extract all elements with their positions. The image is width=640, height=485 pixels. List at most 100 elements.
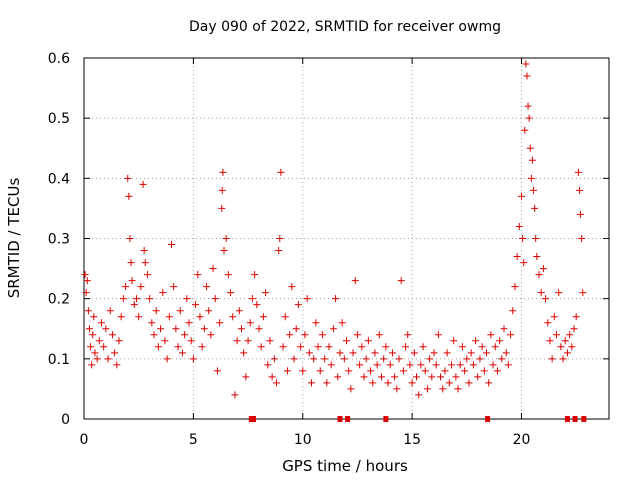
data-point [557, 343, 565, 351]
data-point [426, 355, 434, 363]
data-point [305, 349, 313, 357]
data-point [141, 259, 149, 267]
data-point [229, 313, 237, 321]
data-point [527, 174, 535, 182]
data-point [448, 361, 455, 369]
data-point [572, 313, 580, 321]
data-point [500, 325, 508, 333]
data-point [161, 337, 169, 345]
data-point [347, 385, 355, 393]
data-point [292, 325, 300, 333]
data-point [174, 343, 182, 351]
data-point [170, 283, 178, 291]
data-point [165, 313, 173, 321]
data-point [515, 222, 523, 230]
data-point [397, 277, 405, 285]
data-point [404, 331, 412, 339]
data-point [467, 349, 475, 357]
data-point [535, 271, 543, 279]
data-point [122, 283, 130, 291]
data-point [373, 361, 381, 369]
data-point [362, 355, 370, 363]
data-point [413, 373, 420, 381]
data-point [578, 235, 586, 242]
data-point [316, 367, 324, 375]
x-tick-label-layer: 0 5 10 15 20 [80, 432, 531, 448]
data-point [343, 337, 350, 345]
data-point [181, 331, 189, 339]
data-point [358, 343, 366, 351]
data-point [555, 289, 563, 297]
data-point [189, 355, 197, 363]
data-point [332, 295, 340, 303]
data-point [521, 126, 529, 134]
y-tick-label: 0.4 [48, 171, 70, 187]
data-point [87, 343, 95, 351]
data-point [526, 144, 534, 152]
data-point [568, 343, 576, 351]
data-point [351, 277, 359, 285]
data-point [456, 361, 464, 369]
x-tick-label: 20 [513, 432, 531, 448]
data-point [224, 271, 232, 279]
chart-title: Day 090 of 2022, SRMTID for receiver owm… [189, 19, 501, 35]
data-point [546, 337, 554, 345]
data-point [310, 355, 318, 363]
data-point [386, 361, 394, 369]
data-point [480, 367, 488, 375]
data-point [257, 343, 265, 351]
data-point [88, 361, 96, 369]
y-axis-label: SRMTID / TECUs [5, 178, 23, 299]
data-point [532, 235, 540, 242]
y-tick-label-layer: 0 0.1 0.2 0.3 0.4 0.5 0.6 [48, 51, 70, 428]
data-point [575, 186, 583, 194]
data-point [329, 325, 337, 333]
data-point [491, 343, 499, 351]
grid-layer [83, 57, 609, 420]
data-point [430, 349, 438, 357]
data-point [198, 343, 206, 351]
data-point [227, 289, 235, 297]
data-point [238, 325, 245, 333]
data-point [493, 367, 501, 375]
data-point [391, 373, 399, 381]
data-point [91, 349, 99, 357]
data-point [487, 331, 495, 339]
gap-marker [572, 416, 578, 422]
gap-marker [337, 416, 343, 422]
data-point [308, 379, 315, 387]
data-point [563, 349, 571, 357]
data-point [150, 331, 158, 339]
data-point [139, 180, 147, 188]
data-point [443, 349, 451, 357]
data-point [375, 331, 383, 339]
data-point [98, 319, 105, 327]
data-point [441, 367, 449, 375]
data-point [297, 343, 305, 351]
data-point [439, 385, 447, 393]
data-point [163, 355, 171, 363]
data-point [570, 325, 578, 333]
data-point [408, 379, 416, 387]
data-point [299, 367, 307, 375]
data-point [266, 337, 274, 345]
data-point [507, 331, 515, 339]
gap-marker [251, 416, 257, 422]
data-point [574, 168, 582, 176]
data-point [218, 204, 226, 212]
data-point [104, 355, 112, 363]
data-point [380, 355, 388, 363]
data-point [533, 253, 541, 261]
data-point [127, 259, 135, 267]
data-point [168, 241, 175, 249]
data-point [159, 289, 167, 297]
data-point [419, 343, 427, 351]
data-point [242, 373, 250, 381]
data-point [194, 271, 202, 279]
data-point [82, 289, 90, 297]
data-point [115, 337, 123, 345]
x-tick-label: 0 [80, 432, 89, 448]
y-tick-label: 0 [61, 412, 70, 428]
data-point [472, 337, 480, 345]
